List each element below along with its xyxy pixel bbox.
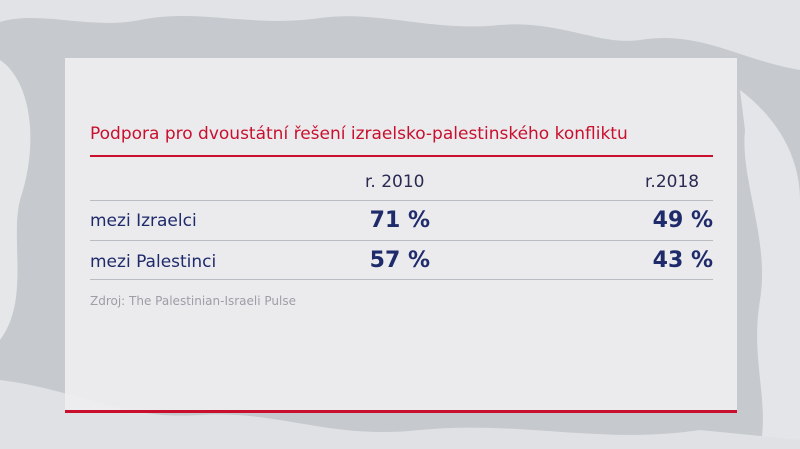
chart-title: Podpora pro dvoustátní řešení izraelsko-…	[90, 124, 628, 144]
row-label-israelis: mezi Izraelci	[90, 211, 197, 231]
header-divider	[90, 200, 713, 201]
row-divider	[90, 279, 713, 280]
cell-israelis-2010: 71 %	[369, 208, 430, 233]
table-panel: Podpora pro dvoustátní řešení izraelsko-…	[65, 58, 737, 413]
title-divider	[90, 155, 713, 157]
row-label-palestinians: mezi Palestinci	[90, 252, 217, 272]
cell-israelis-2018: 49 %	[652, 208, 713, 233]
cell-palestinians-2018: 43 %	[652, 248, 713, 273]
column-header-2018: r.2018	[645, 172, 700, 192]
column-header-2010: r. 2010	[365, 172, 425, 192]
cell-palestinians-2010: 57 %	[369, 248, 430, 273]
row-divider	[90, 240, 713, 241]
source-note: Zdroj: The Palestinian-Israeli Pulse	[90, 294, 297, 308]
